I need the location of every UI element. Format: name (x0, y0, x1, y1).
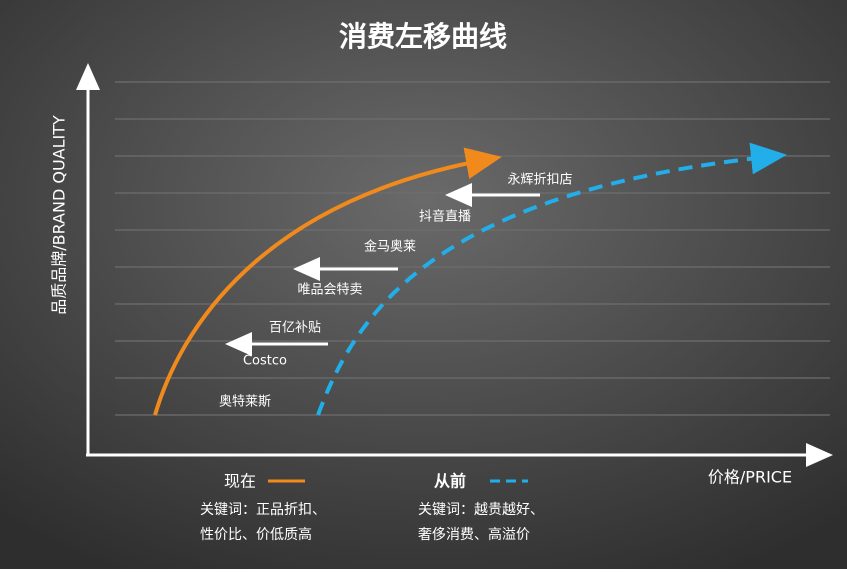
keywords: 性价比、价低质高 (200, 526, 312, 543)
legend-name: 从前 (434, 472, 466, 491)
channel-label: 百亿补贴 (269, 321, 321, 336)
y-axis-label: 品质品牌/BRAND QUALITY (50, 115, 69, 315)
title: 消费左移曲线 (339, 20, 507, 53)
channel-label: Costco (243, 354, 287, 369)
channel-label: 唯品会特卖 (297, 283, 362, 298)
past-curve (316, 142, 787, 416)
legend-name: 现在 (224, 472, 256, 491)
channel-label: 奥特莱斯 (219, 395, 271, 410)
keywords: 关键词：越贵越好、 (418, 502, 544, 518)
keywords: 奢侈消费、高溢价 (418, 526, 530, 543)
channel-labels: 永辉折扣店 抖音直播 金马奥莱 唯品会特卖 百亿补贴 Costco 奥特莱斯 (219, 173, 573, 410)
channel-label: 抖音直播 (419, 209, 471, 225)
keywords: 关键词：正品折扣、 (200, 502, 326, 518)
current-curve (153, 147, 502, 416)
channel-label: 金马奥莱 (364, 239, 416, 255)
channel-label: 永辉折扣店 (507, 173, 572, 188)
x-axis-label: 价格/PRICE (708, 468, 792, 487)
